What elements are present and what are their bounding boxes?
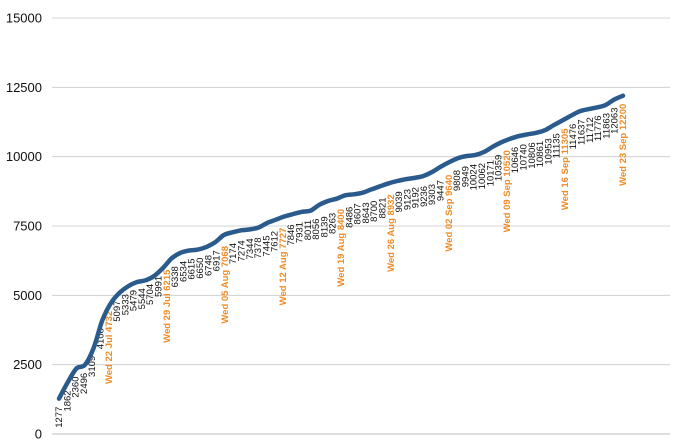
data-label: 6917 [212,250,223,271]
data-label: 7846 [286,224,297,245]
data-label: 10024 [469,164,480,190]
data-label: 6338 [170,266,181,287]
weekly-data-label: Wed 05 Aug 7068 [220,246,231,324]
data-label: 5704 [145,284,156,305]
weekly-data-label: Wed 16 Sep 11305 [560,128,571,210]
weekly-data-label: Wed 12 Aug 7727 [278,228,289,306]
data-label: 8821 [378,197,389,218]
series-line [56,93,626,401]
data-label: 10646 [510,147,521,173]
y-tick-label: 10000 [6,149,42,164]
data-label: 11712 [585,117,596,143]
data-label: 7445 [261,236,272,257]
y-tick-label: 0 [35,427,42,442]
data-label: 3109 [87,356,98,377]
data-label: 2360 [71,377,82,398]
data-label: 10806 [527,142,538,168]
data-label: 12063 [610,108,621,134]
y-tick-label: 15000 [6,11,42,26]
weekly-data-label: Wed 23 Sep 12200 [618,104,629,186]
weekly-data-label: Wed 19 Aug 8400 [336,209,347,287]
data-label: 8700 [369,201,380,222]
weekly-data-label: Wed 09 Sep 10520 [502,150,513,232]
data-label: 8056 [311,219,322,240]
weekly-data-label: Wed 29 Jul 6215 [162,269,173,343]
data-label: 9808 [452,170,463,191]
data-label: 10171 [485,160,496,186]
data-label: 10953 [543,138,554,164]
data-label: 5333 [120,294,131,315]
weekly-data-label: Wed 26 Aug 8932 [386,194,397,272]
data-label: 8607 [353,203,364,224]
data-label: 8011 [303,220,314,240]
data-label: 4108 [96,328,107,349]
data-label: 10062 [477,163,488,189]
data-label: 1277 [54,407,65,428]
data-label: 9236 [419,186,430,207]
data-label: 5479 [129,290,140,311]
data-label: 9447 [436,180,447,201]
data-label: 7612 [270,231,281,252]
data-label: 5097 [112,301,123,322]
data-label: 8643 [361,202,372,223]
data-label: 11476 [568,124,579,150]
data-label: 9303 [427,184,438,205]
data-label: 11863 [601,113,612,139]
y-tick-label: 7500 [13,219,42,234]
data-label: 9039 [394,191,405,212]
data-label: 11135 [552,133,563,158]
data-label: 8486 [344,207,355,228]
y-tick-label: 12500 [6,80,42,95]
gridlines [52,17,670,435]
data-label: 10740 [519,144,530,170]
data-label: 8139 [319,216,330,237]
data-label: 11776 [593,115,604,141]
data-label: 2496 [79,373,90,394]
data-label: 8263 [328,213,339,234]
y-tick-label: 2500 [13,357,42,372]
data-label: 1862 [62,390,73,411]
data-label: 7378 [253,237,264,258]
weekly-data-label: Wed 02 Sep 9640 [444,175,455,252]
data-label: 9123 [402,189,413,210]
data-label: 6615 [187,259,198,280]
data-label: 6748 [203,255,214,276]
data-label: 9192 [411,187,422,208]
y-axis: 0 2500 5000 7500 10000 12500 15000 [6,11,42,442]
data-label: 10861 [535,141,546,167]
data-label: 9949 [460,166,471,187]
data-label: 7931 [295,222,306,243]
data-label: 5544 [137,288,148,309]
data-label: 6534 [178,261,189,282]
data-label: 7344 [245,238,256,259]
data-label: 6650 [195,258,206,279]
data-label: 7174 [228,243,239,264]
series-lines [56,93,626,401]
data-label: 5991 [154,276,165,297]
data-label: 7274 [237,240,248,261]
data-label: 11637 [577,119,588,145]
y-tick-label: 5000 [13,288,42,303]
data-label: 10359 [494,155,505,181]
weekly-data-label: Wed 22 Jul 4732 [104,311,115,384]
